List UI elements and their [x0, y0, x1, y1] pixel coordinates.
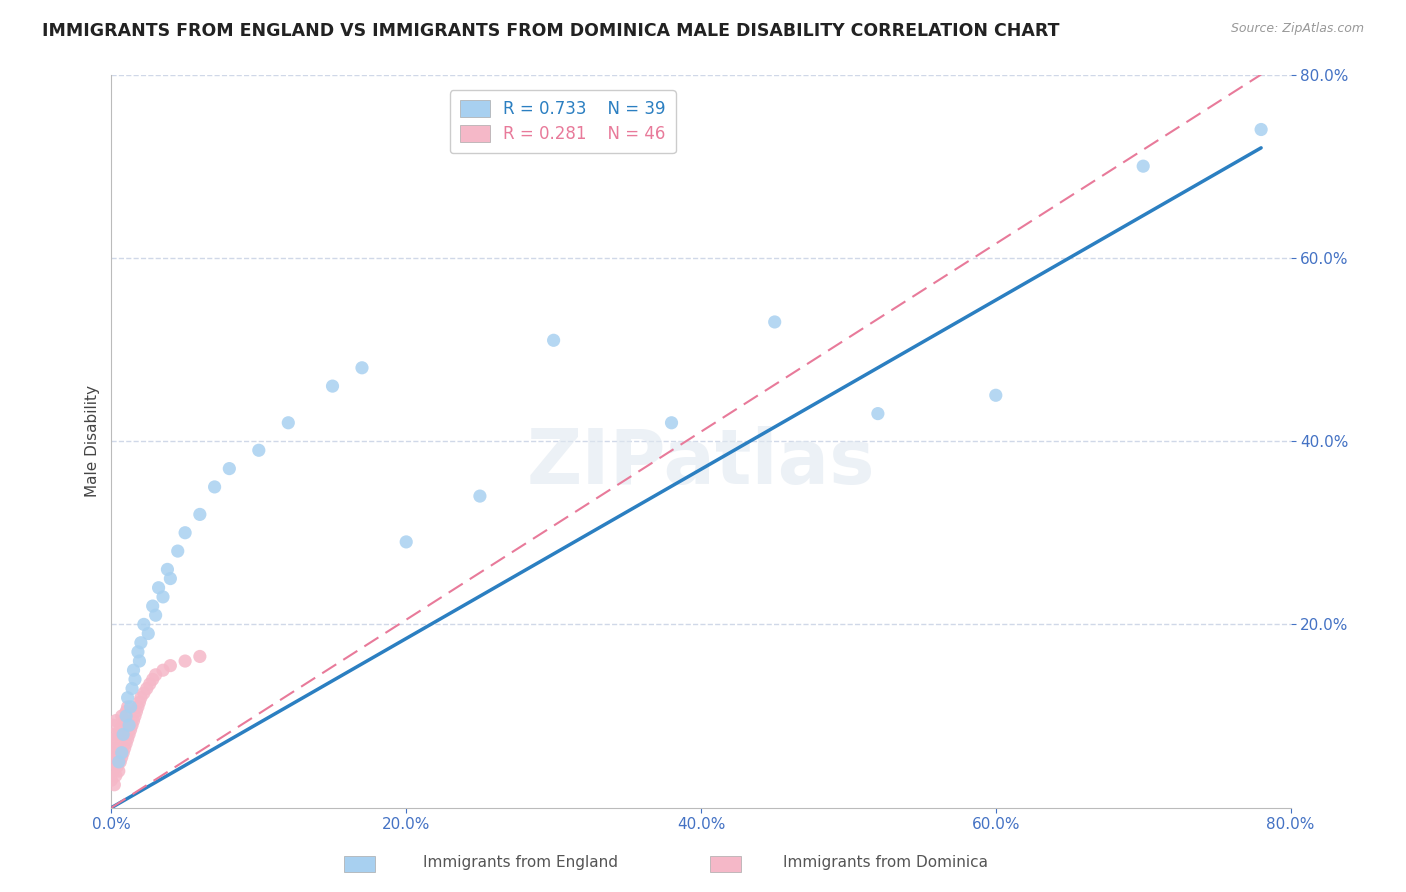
Text: IMMIGRANTS FROM ENGLAND VS IMMIGRANTS FROM DOMINICA MALE DISABILITY CORRELATION : IMMIGRANTS FROM ENGLAND VS IMMIGRANTS FR…: [42, 22, 1060, 40]
Point: [112, 727, 135, 741]
Point: [1250, 122, 1272, 136]
Point: [127, 645, 149, 659]
Legend: R = 0.733    N = 39, R = 0.281    N = 46: R = 0.733 N = 39, R = 0.281 N = 46: [450, 90, 676, 153]
Point: [152, 663, 174, 677]
Point: [107, 727, 129, 741]
Point: [188, 508, 211, 522]
Point: [395, 535, 418, 549]
Point: [118, 718, 141, 732]
Y-axis label: Male Disability: Male Disability: [86, 385, 100, 497]
Point: [121, 681, 143, 696]
Point: [142, 673, 165, 687]
Point: [148, 581, 170, 595]
Point: [103, 731, 125, 746]
Point: [103, 778, 125, 792]
Point: [166, 544, 188, 558]
Point: [100, 727, 122, 741]
Text: Immigrants from England: Immigrants from England: [423, 855, 617, 870]
Point: [174, 525, 197, 540]
Point: [277, 416, 299, 430]
Point: [174, 654, 197, 668]
Point: [103, 750, 125, 764]
Point: [218, 461, 240, 475]
Point: [111, 709, 134, 723]
Point: [122, 714, 145, 728]
Point: [188, 649, 211, 664]
Point: [100, 755, 122, 769]
Point: [136, 626, 159, 640]
Point: [984, 388, 1007, 402]
Point: [129, 636, 152, 650]
Point: [105, 737, 128, 751]
Point: [543, 333, 565, 347]
Point: [115, 705, 138, 719]
Point: [132, 686, 155, 700]
Point: [145, 608, 167, 623]
Point: [105, 759, 128, 773]
Point: [114, 741, 136, 756]
Text: ZIPatlas: ZIPatlas: [527, 426, 876, 500]
Point: [111, 750, 134, 764]
Point: [152, 590, 174, 604]
Point: [110, 755, 132, 769]
Point: [120, 723, 142, 737]
Point: [350, 360, 373, 375]
Point: [104, 769, 127, 783]
Point: [107, 755, 129, 769]
Point: [156, 562, 179, 576]
Point: [866, 407, 889, 421]
Point: [1132, 159, 1154, 173]
Point: [117, 690, 139, 705]
Point: [112, 746, 135, 760]
Point: [115, 737, 138, 751]
Point: [124, 709, 146, 723]
Point: [142, 599, 165, 613]
Point: [101, 718, 124, 732]
Point: [107, 764, 129, 778]
Point: [100, 773, 122, 788]
Point: [321, 379, 343, 393]
Point: [101, 746, 124, 760]
Text: Source: ZipAtlas.com: Source: ZipAtlas.com: [1230, 22, 1364, 36]
Point: [159, 658, 181, 673]
Point: [763, 315, 786, 329]
Point: [121, 718, 143, 732]
Point: [115, 709, 138, 723]
Point: [104, 741, 127, 756]
Point: [101, 764, 124, 778]
Point: [114, 714, 136, 728]
Point: [159, 572, 181, 586]
Point: [111, 746, 134, 760]
Point: [247, 443, 270, 458]
Point: [112, 718, 135, 732]
Point: [104, 714, 127, 728]
Point: [128, 654, 150, 668]
Point: [117, 699, 139, 714]
Point: [117, 731, 139, 746]
Point: [135, 681, 157, 696]
Point: [127, 699, 149, 714]
Point: [118, 727, 141, 741]
Point: [110, 723, 132, 737]
Point: [132, 617, 155, 632]
Point: [129, 690, 152, 705]
Point: [128, 695, 150, 709]
Point: [468, 489, 491, 503]
Point: [125, 705, 148, 719]
Point: [204, 480, 226, 494]
Point: [120, 699, 142, 714]
Point: [124, 673, 146, 687]
Point: [122, 663, 145, 677]
Point: [661, 416, 683, 430]
Point: [145, 667, 167, 681]
Text: Immigrants from Dominica: Immigrants from Dominica: [783, 855, 988, 870]
Point: [138, 677, 160, 691]
